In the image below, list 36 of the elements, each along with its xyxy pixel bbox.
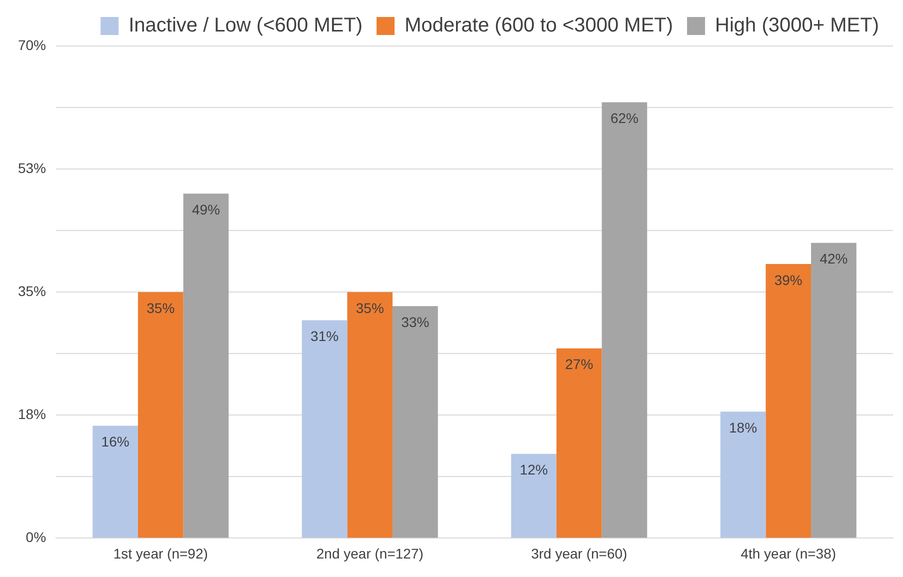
data-label: 31%	[310, 328, 339, 344]
legend-label: Inactive / Low (<600 MET)	[128, 14, 363, 37]
legend-label: High (3000+ MET)	[715, 14, 880, 37]
data-label: 35%	[356, 300, 384, 316]
data-label: 33%	[401, 314, 430, 330]
bar	[556, 348, 602, 538]
data-label: 16%	[101, 434, 130, 450]
bar	[392, 306, 438, 538]
x-tick-label: 3rd year (n=60)	[531, 545, 628, 562]
data-label: 62%	[610, 110, 638, 126]
data-label: 42%	[820, 250, 848, 267]
y-tick-label: 18%	[18, 406, 46, 422]
data-label: 18%	[729, 419, 758, 436]
bar	[720, 412, 766, 538]
bar	[183, 194, 229, 538]
data-label: 35%	[146, 300, 175, 316]
data-label: 12%	[520, 462, 548, 478]
legend-label: Moderate (600 to <3000 MET)	[404, 14, 674, 37]
bar	[811, 242, 856, 538]
bar	[302, 320, 348, 538]
bar	[766, 264, 812, 538]
bar	[511, 454, 556, 538]
data-label: 39%	[774, 272, 802, 288]
x-tick-label: 2nd year (n=127)	[316, 545, 424, 562]
y-tick-label: 0%	[26, 529, 46, 546]
y-tick-label: 70%	[18, 36, 46, 53]
bar	[92, 426, 138, 538]
data-label: 49%	[192, 202, 220, 218]
bar	[138, 292, 184, 538]
y-tick-label: 35%	[18, 282, 46, 299]
x-tick-label: 4th year (n=38)	[740, 545, 836, 562]
y-tick-label: 53%	[18, 160, 46, 176]
bar	[347, 292, 393, 538]
bar	[602, 102, 648, 538]
data-label: 27%	[565, 356, 594, 372]
x-tick-label: 1st year (n=92)	[113, 545, 208, 562]
